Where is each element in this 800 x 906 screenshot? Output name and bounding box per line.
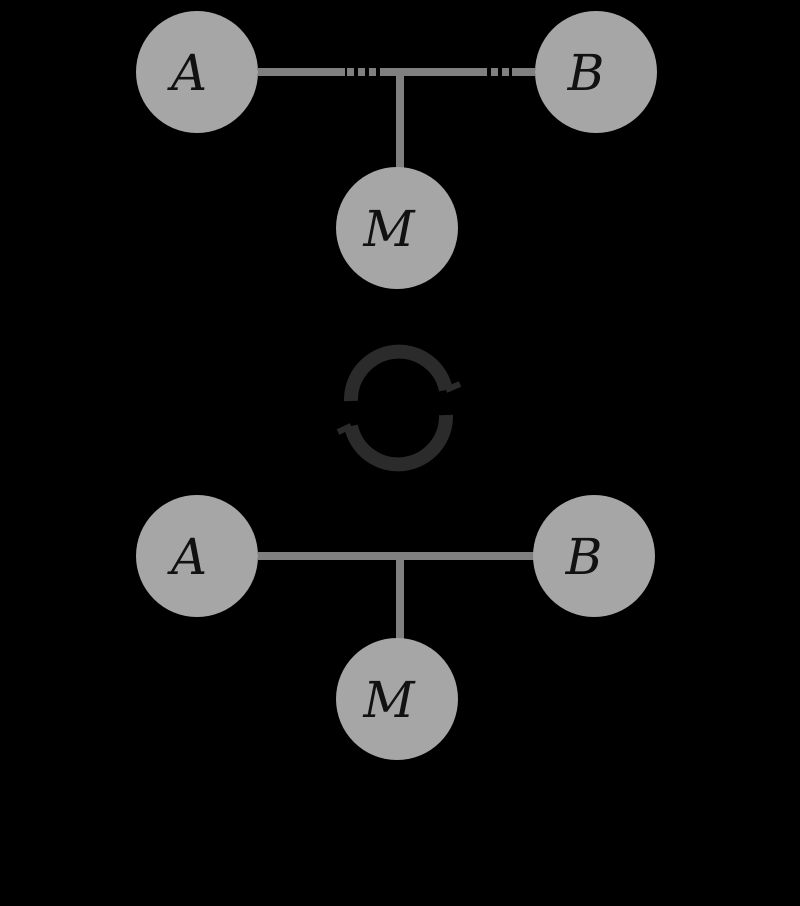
top-node-b-label: B xyxy=(567,44,605,102)
top-node-m-label: M xyxy=(362,200,416,258)
cycle-icon-arc-lower xyxy=(344,414,454,472)
bottom-node-a-label: A xyxy=(167,528,207,586)
bottom-node-a: A xyxy=(136,495,258,617)
bottom-node-b-circle xyxy=(533,495,655,617)
top-edges xyxy=(258,68,535,168)
top-node-a: A xyxy=(136,11,258,133)
top-graph: A B M xyxy=(136,11,657,289)
bottom-node-a-circle xyxy=(136,495,258,617)
bottom-node-b-label: B xyxy=(565,528,603,586)
bottom-graph: A B M xyxy=(136,495,655,760)
bottom-edges xyxy=(258,552,535,640)
bottom-node-m: M xyxy=(336,638,458,760)
top-node-b: B xyxy=(535,11,657,133)
bottom-node-m-circle xyxy=(336,638,458,760)
cycle-icon-arc-upper xyxy=(343,344,453,402)
top-node-a-circle xyxy=(136,11,258,133)
top-node-a-label: A xyxy=(167,44,207,102)
cycle-icon xyxy=(336,344,462,472)
top-node-m: M xyxy=(336,167,458,289)
top-node-m-circle xyxy=(336,167,458,289)
bottom-node-b: B xyxy=(533,495,655,617)
bottom-node-m-label: M xyxy=(362,671,416,729)
cycle-icon-arrowhead-lower xyxy=(336,423,353,435)
top-node-b-circle xyxy=(535,11,657,133)
cycle-icon-arrowhead-upper xyxy=(444,381,462,393)
